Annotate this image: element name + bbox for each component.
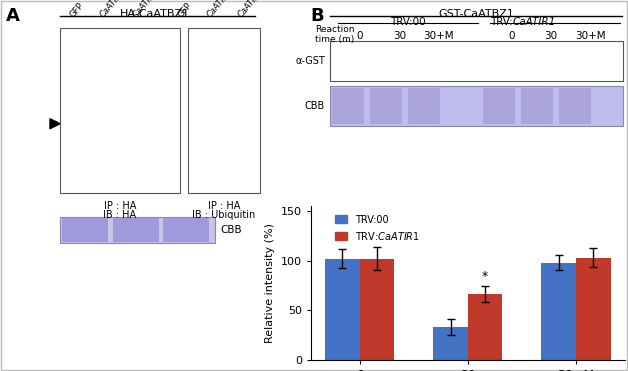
FancyBboxPatch shape xyxy=(332,88,364,124)
FancyBboxPatch shape xyxy=(483,88,515,124)
Text: 0: 0 xyxy=(357,31,363,41)
Bar xyxy=(576,257,610,360)
Text: IB : Ubiquitin: IB : Ubiquitin xyxy=(192,210,256,220)
Text: CaATIR1-GFP: CaATIR1-GFP xyxy=(98,0,140,19)
FancyBboxPatch shape xyxy=(163,218,209,242)
Text: 30: 30 xyxy=(544,31,558,41)
Text: 30+M: 30+M xyxy=(575,31,605,41)
FancyBboxPatch shape xyxy=(408,88,440,124)
Polygon shape xyxy=(50,119,60,129)
Text: CaATIR1m-GFP: CaATIR1m-GFP xyxy=(236,0,283,19)
Bar xyxy=(360,259,394,360)
FancyBboxPatch shape xyxy=(330,86,623,126)
Text: *: * xyxy=(482,270,489,283)
Legend: TRV:00, TRV:$\it{CaATIR1}$: TRV:00, TRV:$\it{CaATIR1}$ xyxy=(332,211,424,245)
Text: GST-CaATBZ1: GST-CaATBZ1 xyxy=(438,9,514,19)
FancyBboxPatch shape xyxy=(113,218,159,242)
Text: CaATIR1m-GFP: CaATIR1m-GFP xyxy=(131,0,178,19)
Text: 0: 0 xyxy=(509,31,515,41)
Text: HA-CaATBZ1: HA-CaATBZ1 xyxy=(120,9,190,19)
Text: B: B xyxy=(310,7,323,25)
FancyBboxPatch shape xyxy=(559,88,591,124)
Bar xyxy=(468,294,502,360)
Text: CBB: CBB xyxy=(305,101,325,111)
Text: IP : HA: IP : HA xyxy=(208,201,240,211)
FancyBboxPatch shape xyxy=(60,217,215,243)
Bar xyxy=(325,259,360,360)
Text: CaATIR1: CaATIR1 xyxy=(513,17,556,27)
Y-axis label: Relative intensity (%): Relative intensity (%) xyxy=(265,223,275,343)
Text: 30+M: 30+M xyxy=(423,31,453,41)
Text: 30: 30 xyxy=(393,31,406,41)
FancyBboxPatch shape xyxy=(370,88,402,124)
Text: Reaction
time (m): Reaction time (m) xyxy=(315,25,354,45)
FancyBboxPatch shape xyxy=(521,88,553,124)
Text: CaATIR1-GFP: CaATIR1-GFP xyxy=(205,0,247,19)
Bar xyxy=(541,263,576,360)
Text: CBB: CBB xyxy=(220,225,242,235)
Text: TRV:00: TRV:00 xyxy=(390,17,426,27)
Text: α-GST: α-GST xyxy=(295,56,325,66)
Text: IB : HA: IB : HA xyxy=(104,210,136,220)
Text: GFP: GFP xyxy=(176,1,193,19)
FancyBboxPatch shape xyxy=(62,218,108,242)
Bar xyxy=(433,327,468,360)
Text: A: A xyxy=(6,7,20,25)
Text: TRV:: TRV: xyxy=(490,17,512,27)
Text: IP : HA: IP : HA xyxy=(104,201,136,211)
Text: GFP: GFP xyxy=(68,1,85,19)
